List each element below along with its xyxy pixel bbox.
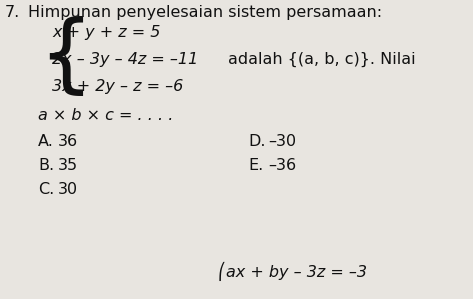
Text: E.: E. bbox=[248, 158, 263, 173]
Text: A.: A. bbox=[38, 134, 54, 149]
Text: –36: –36 bbox=[268, 158, 296, 173]
Text: D.: D. bbox=[248, 134, 265, 149]
Text: 35: 35 bbox=[58, 158, 78, 173]
Text: adalah {(a, b, c)}. Nilai: adalah {(a, b, c)}. Nilai bbox=[228, 52, 416, 67]
Text: Himpunan penyelesaian sistem persamaan:: Himpunan penyelesaian sistem persamaan: bbox=[28, 5, 382, 20]
Text: x + y + z = 5: x + y + z = 5 bbox=[52, 25, 160, 40]
Text: ⎛ax + by – 3z = –3: ⎛ax + by – 3z = –3 bbox=[218, 262, 367, 281]
Text: 2x – 3y – 4z = –11: 2x – 3y – 4z = –11 bbox=[52, 52, 198, 67]
Text: B.: B. bbox=[38, 158, 54, 173]
Text: 36: 36 bbox=[58, 134, 78, 149]
Text: 30: 30 bbox=[58, 182, 78, 197]
Text: C.: C. bbox=[38, 182, 54, 197]
Text: {: { bbox=[38, 16, 93, 98]
Text: 7.: 7. bbox=[5, 5, 20, 20]
Text: –30: –30 bbox=[268, 134, 296, 149]
Text: a × b × c = . . . .: a × b × c = . . . . bbox=[38, 108, 174, 123]
Text: 3x + 2y – z = –6: 3x + 2y – z = –6 bbox=[52, 79, 183, 94]
